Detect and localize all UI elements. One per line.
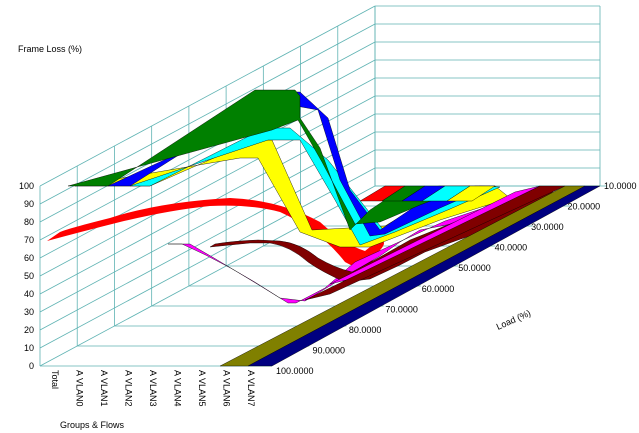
left-wall-gridline	[39, 185, 376, 367]
x-tick-label: A VLAN3	[148, 370, 158, 407]
z-tick-label: 70.0000	[385, 304, 418, 314]
left-wall-gridline	[39, 167, 376, 349]
z-tick-label: 50.0000	[458, 263, 491, 273]
x-tick-labels: Total A VLAN0 A VLAN1 A VLAN2 A VLAN3 A VLAN4…	[50, 370, 256, 407]
left-wall-gridline	[39, 95, 376, 277]
left-wall-gridline	[39, 5, 376, 187]
x-tick-label: A VLAN5	[197, 370, 207, 407]
left-wall-gridline	[39, 59, 376, 241]
y-tick-label: 60	[24, 253, 34, 263]
chart-ribbons	[47, 89, 601, 367]
y-tick-label: 40	[24, 289, 34, 299]
x-tick-label: A VLAN0	[75, 370, 85, 407]
y-tick-label: 50	[24, 271, 34, 281]
x-tick-label: A VLAN1	[99, 370, 109, 407]
y-tick-label: 10	[24, 343, 34, 353]
x-tick-label: A VLAN7	[246, 370, 256, 407]
y-tick-label: 30	[24, 307, 34, 317]
z-tick-labels: 10.0000 20.0000 30.0000 40.0000 50.0000 60.00…	[276, 181, 637, 376]
x-axis-title: Groups & Flows	[60, 420, 125, 430]
z-tick-label: 20.0000	[568, 202, 601, 212]
y-tick-label: 20	[24, 325, 34, 335]
z-tick-label: 80.0000	[349, 325, 382, 335]
z-tick-label: 30.0000	[531, 222, 564, 232]
left-wall-gridline	[39, 23, 376, 205]
z-tick-label: 10.0000	[604, 181, 637, 191]
y-tick-label: 100	[19, 181, 34, 191]
z-tick-label: 100.0000	[276, 366, 314, 376]
z-axis-title: Load (%)	[495, 308, 532, 332]
z-tick-label: 90.0000	[312, 345, 345, 355]
x-tick-label: A VLAN2	[124, 370, 134, 407]
left-wall-gridline	[39, 149, 376, 331]
y-axis-title: Frame Loss (%)	[18, 44, 82, 54]
x-tick-label: A VLAN4	[173, 370, 183, 407]
y-tick-label: 70	[24, 235, 34, 245]
x-tick-label: A VLAN6	[222, 370, 232, 407]
y-tick-label: 90	[24, 199, 34, 209]
ribbon-yellow-floor	[446, 185, 496, 202]
y-tick-label: 0	[29, 361, 34, 371]
z-tick-label: 60.0000	[422, 284, 455, 294]
ribbon-navy-floor	[247, 185, 601, 367]
x-tick-label: Total	[50, 370, 60, 389]
y-tick-label: 80	[24, 217, 34, 227]
ribbon-olive-floor	[219, 185, 586, 367]
y-tick-labels: 0 10 20 30 40 50 60 70 80 90 100	[19, 181, 34, 371]
ribbon-floor-stack	[219, 185, 601, 367]
z-tick-label: 40.0000	[495, 243, 528, 253]
